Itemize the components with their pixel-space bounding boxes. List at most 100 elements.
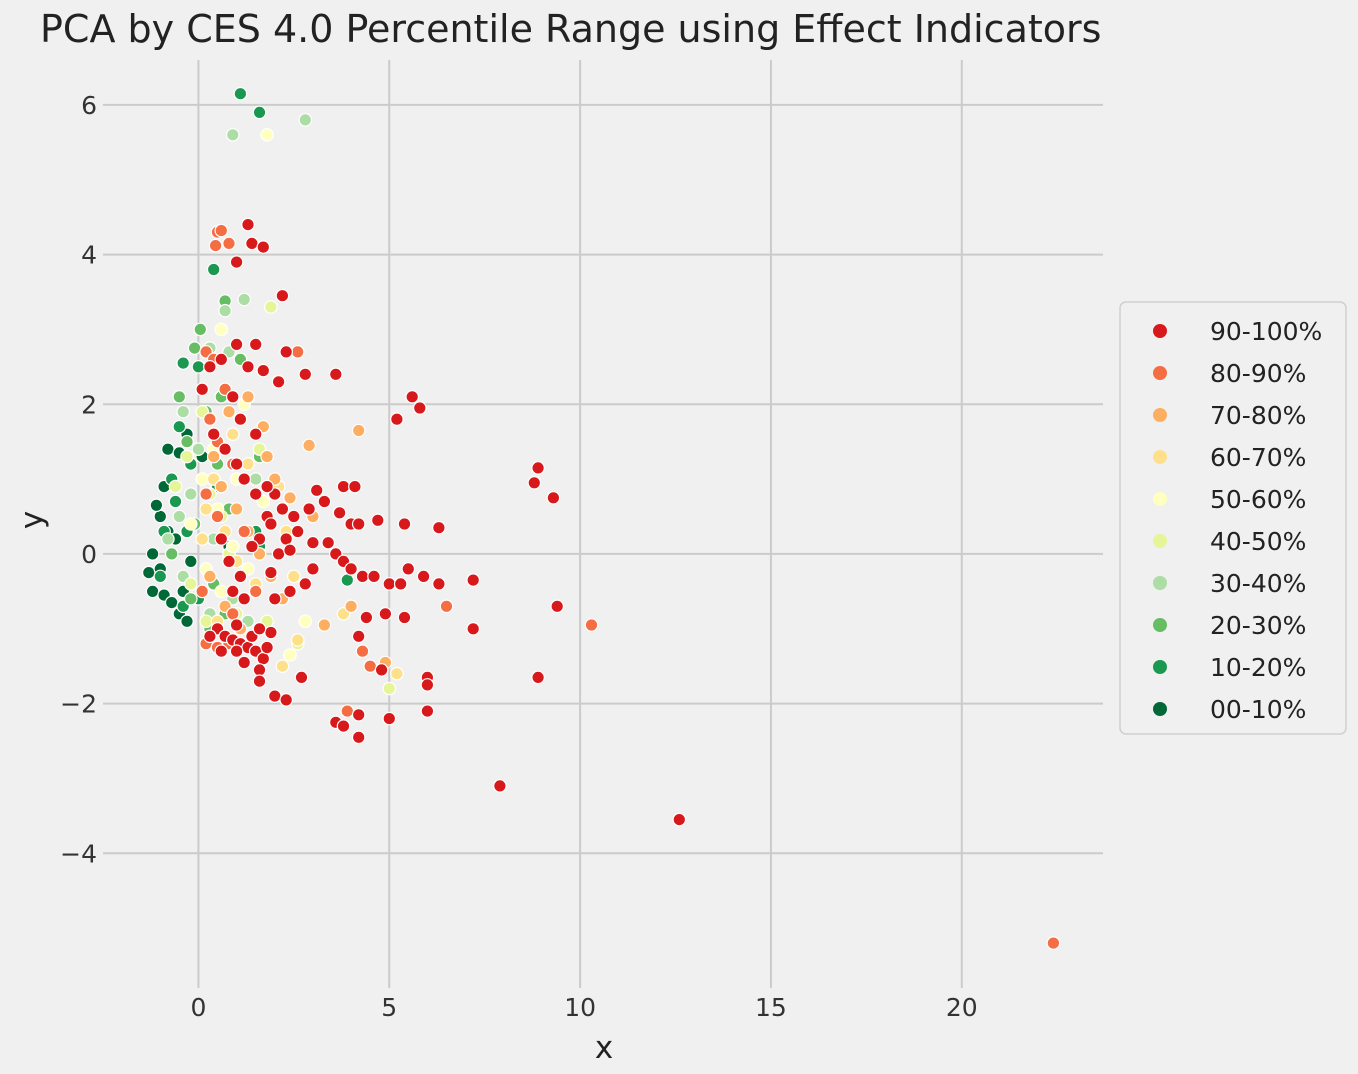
data-point	[393, 577, 408, 591]
data-point	[248, 472, 263, 486]
data-point	[164, 547, 179, 561]
data-point	[222, 404, 236, 419]
data-point	[290, 633, 305, 647]
data-point	[382, 577, 397, 591]
data-point	[229, 255, 244, 269]
legend-marker	[1153, 702, 1167, 716]
data-point	[351, 730, 366, 745]
data-point	[191, 359, 206, 374]
legend-marker	[1153, 618, 1167, 632]
data-point	[191, 442, 206, 456]
data-point	[351, 517, 366, 531]
data-point	[214, 644, 229, 658]
legend-label: 80-90%	[1210, 359, 1306, 388]
data-point	[584, 618, 599, 632]
data-point	[306, 535, 320, 550]
data-point	[252, 663, 267, 677]
data-point	[168, 494, 183, 509]
data-point	[184, 577, 198, 591]
data-point	[241, 389, 255, 404]
data-point	[340, 704, 355, 718]
legend-label: 70-80%	[1210, 401, 1306, 430]
data-point	[286, 569, 301, 584]
data-point	[336, 719, 351, 733]
data-point	[218, 303, 232, 318]
data-point	[233, 569, 248, 584]
data-point	[214, 479, 229, 494]
data-point	[294, 670, 309, 685]
data-point	[283, 648, 297, 662]
data-point	[351, 707, 366, 722]
data-point	[256, 240, 271, 254]
data-point	[271, 374, 286, 389]
data-point	[378, 606, 393, 621]
data-point	[382, 711, 397, 726]
data-point	[195, 532, 209, 546]
data-point	[336, 479, 351, 494]
data-point	[229, 618, 244, 632]
data-point	[237, 472, 251, 486]
data-point	[432, 520, 446, 535]
x-axis-label: x	[595, 1030, 613, 1066]
data-point	[184, 487, 198, 501]
data-point	[531, 461, 545, 475]
x-tick-label: 0	[190, 993, 206, 1022]
data-point	[248, 487, 263, 501]
data-point	[195, 472, 209, 486]
series-70-80%	[203, 389, 393, 670]
data-point	[260, 479, 274, 494]
data-points	[142, 86, 1061, 950]
data-point	[226, 389, 240, 404]
legend-label: 20-30%	[1210, 611, 1306, 640]
data-point	[226, 606, 240, 621]
chart-title: PCA by CES 4.0 Percentile Range using Ef…	[40, 7, 1101, 51]
data-point	[237, 292, 251, 307]
tick-labels: 0 5 10 15 20 −4 −2 0 2 4 6	[60, 91, 978, 1022]
x-tick-label: 20	[946, 993, 978, 1022]
data-point	[283, 584, 297, 599]
data-point	[153, 509, 168, 524]
data-point	[416, 569, 431, 584]
data-point	[199, 502, 213, 516]
data-point	[237, 524, 251, 539]
data-point	[180, 449, 194, 464]
legend-marker	[1153, 492, 1167, 506]
data-point	[180, 614, 194, 629]
data-point	[161, 532, 175, 546]
data-point	[397, 517, 412, 531]
series-80-90%	[195, 223, 1061, 950]
data-point	[153, 569, 168, 584]
data-point	[493, 779, 507, 793]
data-point	[172, 419, 187, 434]
data-point	[279, 345, 293, 359]
data-point	[252, 105, 267, 120]
data-point	[187, 341, 202, 355]
data-point	[203, 412, 217, 426]
data-point	[306, 562, 320, 576]
data-point	[208, 238, 223, 253]
y-tick-label: −2	[60, 690, 97, 719]
data-point	[222, 554, 236, 569]
data-point	[290, 345, 305, 359]
data-point	[210, 509, 225, 524]
data-point	[390, 666, 404, 681]
data-point	[420, 678, 435, 692]
data-point	[317, 494, 332, 509]
data-point	[260, 128, 274, 142]
data-point	[168, 479, 183, 494]
data-point	[241, 359, 255, 374]
data-point	[367, 569, 381, 584]
data-point	[302, 438, 316, 453]
data-point	[344, 562, 358, 576]
data-point	[401, 562, 416, 576]
data-point	[290, 524, 305, 539]
data-point	[149, 498, 164, 513]
legend-marker	[1153, 660, 1167, 674]
data-point	[237, 655, 251, 670]
data-point	[245, 539, 259, 554]
data-point	[283, 490, 297, 505]
data-point	[279, 532, 293, 546]
data-point	[439, 599, 454, 614]
legend-label: 10-20%	[1210, 653, 1306, 682]
x-tick-label: 5	[381, 993, 397, 1022]
